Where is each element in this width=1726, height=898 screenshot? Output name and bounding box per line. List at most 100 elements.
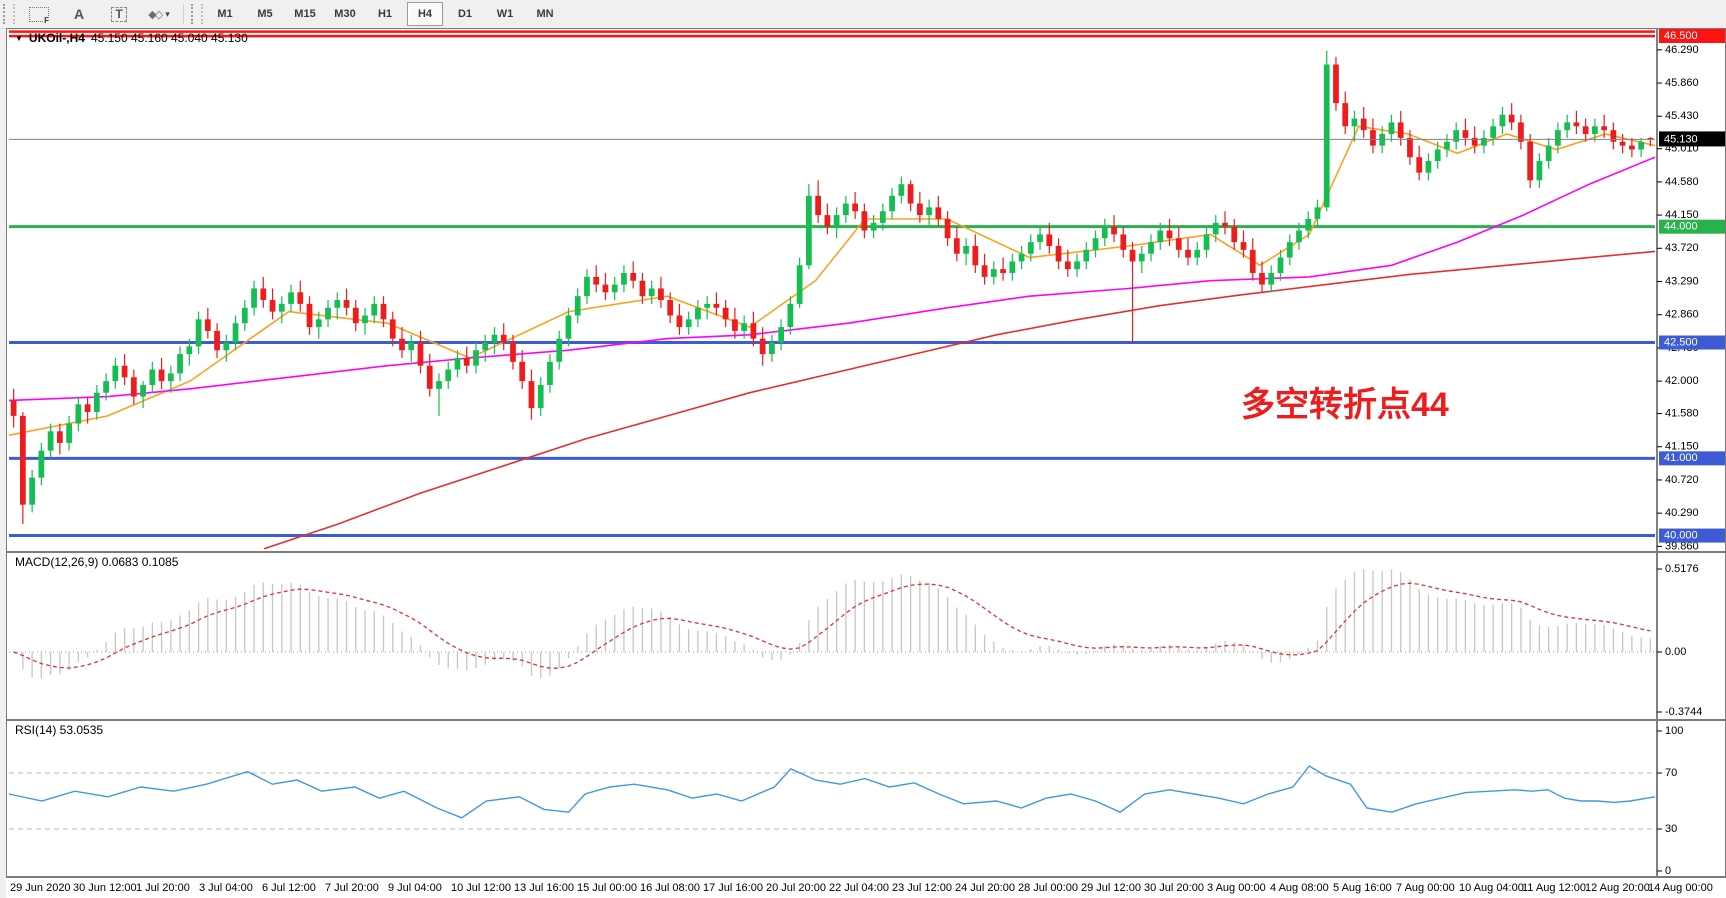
time-axis[interactable]: 29 Jun 2020 30 Jun 12:00 1 Jul 20:00 3 Jul …	[6, 877, 1726, 898]
timeframe-button-M5[interactable]: M5	[257, 8, 273, 20]
hline-price-box-label: 46.500	[1664, 30, 1698, 42]
candle	[1074, 253, 1080, 277]
symbol-period-label: UKOil-,H4	[28, 31, 85, 45]
candle	[66, 415, 72, 451]
macd-window[interactable]: MACD(12,26,9) 0.0683 0.1085 0.5176 0.00 -0…	[6, 552, 1726, 720]
rsi-tick-label: 30	[1665, 823, 1677, 835]
candle	[260, 276, 267, 308]
candle	[223, 334, 230, 362]
candle	[1499, 106, 1506, 135]
candle	[140, 381, 146, 409]
timeframe-button-M15[interactable]: M15	[294, 8, 316, 20]
candle	[990, 261, 997, 285]
candle	[519, 350, 526, 389]
time-axis-label: 15 Jul 00:00	[577, 882, 637, 894]
timeframe-button-M1[interactable]: M1	[217, 8, 233, 20]
rsi-tick-label: 0	[1665, 865, 1671, 876]
candle	[676, 303, 683, 335]
rsi-canvas[interactable]: 100 70 30 0	[7, 721, 1725, 876]
candle	[445, 361, 452, 389]
rsi-window[interactable]: RSI(14) 53.0535 100 70 30 0	[6, 720, 1726, 877]
hline-price-box	[1659, 29, 1725, 43]
candle	[1434, 141, 1441, 169]
candle	[1416, 145, 1423, 181]
price-chart-canvas[interactable]: 46.29045.86045.43045.01044.58044.15043.7…	[7, 29, 1725, 551]
text-tool-button[interactable]: T	[101, 2, 137, 26]
collapse-triangle-icon[interactable]: ▼	[15, 33, 23, 43]
candle	[1018, 245, 1025, 270]
candle	[1545, 137, 1552, 169]
candle	[1120, 226, 1127, 258]
candle	[944, 211, 951, 246]
candle	[1268, 265, 1275, 293]
timeframe-button-D1[interactable]: D1	[457, 8, 473, 20]
candle	[269, 288, 276, 320]
time-axis-label: 10 Aug 04:00	[1459, 882, 1524, 894]
timeframe-button-H4[interactable]: H4	[407, 2, 443, 26]
current-price-box-label: 45.130	[1664, 133, 1698, 145]
candle	[658, 276, 664, 308]
macd-canvas[interactable]: 0.5176 0.00 -0.3744	[7, 553, 1725, 719]
candle	[1055, 238, 1062, 270]
time-axis-label: 30 Jun 12:00	[73, 882, 137, 894]
candle	[371, 296, 378, 324]
candle	[704, 296, 711, 320]
shapes-tool-button[interactable]: ◆◇ ▾	[141, 2, 177, 26]
macd-histogram-layer	[22, 569, 1652, 679]
price-tick-label: 45.430	[1665, 110, 1699, 122]
candle	[1536, 153, 1543, 189]
chart-grid-tool-button[interactable]: F	[21, 2, 57, 26]
candle	[380, 296, 387, 328]
candle	[1111, 215, 1117, 243]
candle	[759, 327, 766, 366]
chevron-down-icon[interactable]: ▾	[165, 8, 170, 19]
candle	[685, 311, 692, 335]
rsi-label: RSI(14) 53.0535	[15, 723, 104, 737]
timeframe-button-MN[interactable]: MN	[536, 8, 554, 20]
candle	[926, 199, 932, 227]
price-tick-label: 44.150	[1665, 209, 1699, 221]
candle	[972, 234, 979, 274]
price-tick-label: 41.580	[1665, 407, 1699, 419]
label-tool-button[interactable]: A	[61, 2, 97, 26]
time-axis-label: 7 Jul 20:00	[325, 882, 379, 894]
timeframe-grip[interactable]	[191, 4, 203, 24]
time-axis-label: 24 Jul 20:00	[955, 882, 1015, 894]
time-axis-label: 16 Jul 08:00	[640, 882, 700, 894]
timeframe-button-W1[interactable]: W1	[496, 8, 514, 20]
timeframe-button-H1[interactable]: H1	[377, 8, 393, 20]
main-chart-window[interactable]: ▼ UKOil-,H4 45.150 45.160 45.040 45.130 …	[6, 28, 1726, 552]
candle	[1138, 245, 1145, 274]
candle	[537, 377, 544, 416]
time-axis-label: 20 Jul 20:00	[766, 882, 826, 894]
candle	[1277, 249, 1284, 281]
candle	[1046, 222, 1053, 254]
candle	[1166, 218, 1173, 246]
hline-price-box-label: 40.000	[1664, 529, 1698, 541]
candle	[1222, 211, 1228, 235]
candle	[574, 288, 581, 324]
candle	[528, 369, 535, 420]
candle	[389, 311, 396, 347]
candle	[454, 350, 461, 378]
candle	[879, 203, 886, 231]
candle	[436, 373, 442, 416]
shapes-icon: ◆◇	[148, 8, 163, 21]
candle	[667, 292, 674, 324]
candle	[1296, 222, 1302, 250]
toolbar-grip[interactable]	[3, 4, 15, 24]
candle	[1638, 137, 1644, 158]
candle	[953, 226, 960, 262]
candle	[186, 338, 193, 366]
price-tick-label: 45.860	[1665, 77, 1699, 89]
candle	[815, 180, 821, 223]
candle	[1314, 199, 1321, 227]
price-tick-label: 43.720	[1665, 242, 1699, 254]
candle	[1592, 118, 1598, 142]
candle	[1305, 211, 1312, 239]
candle	[907, 180, 914, 212]
fast-ma-line	[8, 125, 1656, 436]
candle	[1157, 222, 1164, 250]
timeframe-button-M30[interactable]: M30	[334, 8, 356, 20]
candle	[278, 296, 285, 324]
